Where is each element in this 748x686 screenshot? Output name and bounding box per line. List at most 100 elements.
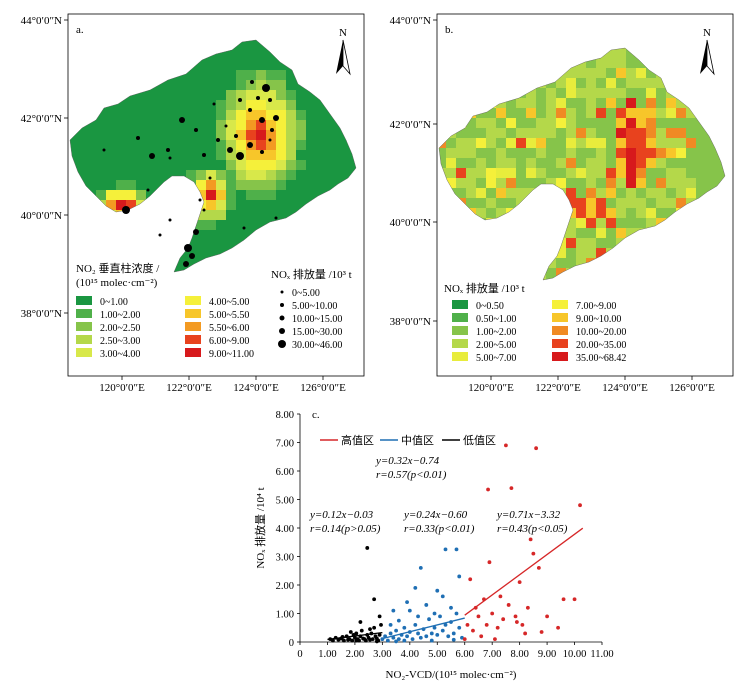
map-cell bbox=[206, 210, 217, 221]
y-axis-label: NOₓ 排放量 /10⁴ t bbox=[253, 487, 267, 568]
map-cell bbox=[276, 60, 287, 71]
map-cell bbox=[136, 190, 147, 201]
scatter-point bbox=[490, 611, 495, 616]
x-tick-label: 1.00 bbox=[318, 649, 336, 660]
map-cell bbox=[476, 178, 487, 189]
map-cell bbox=[76, 160, 87, 171]
map-cell bbox=[196, 140, 207, 151]
map-cell bbox=[196, 110, 207, 121]
map-cell bbox=[196, 240, 207, 251]
map-cell bbox=[566, 198, 577, 209]
map-cell bbox=[506, 138, 517, 149]
scatter-point bbox=[440, 594, 445, 599]
legend-swatch bbox=[552, 300, 568, 309]
map-cell bbox=[216, 170, 227, 181]
emission-legend-title: NOₓ 排放量 /10³ t bbox=[271, 267, 352, 281]
scatter-point bbox=[394, 639, 398, 644]
map-cell bbox=[586, 68, 597, 79]
emission-legend-dot bbox=[280, 290, 284, 294]
legend-swatch bbox=[185, 309, 201, 318]
emission-dot bbox=[202, 208, 206, 212]
map-cell bbox=[156, 150, 167, 161]
scatter-legend: 高值区 中值区 低值区 bbox=[320, 433, 496, 447]
map-cell bbox=[186, 110, 197, 121]
map-cell bbox=[206, 100, 217, 111]
map-cell bbox=[186, 170, 197, 181]
map-cell bbox=[256, 70, 267, 81]
scatter-point bbox=[396, 637, 401, 642]
map-cell bbox=[706, 138, 717, 149]
map-cell bbox=[646, 138, 657, 149]
map-cell bbox=[686, 188, 697, 199]
map-cell bbox=[206, 60, 217, 71]
map-cell bbox=[536, 108, 547, 119]
map-cell bbox=[576, 178, 587, 189]
scatter-point bbox=[435, 588, 440, 593]
map-cell bbox=[666, 178, 677, 189]
map-cell bbox=[116, 140, 127, 151]
map-cell bbox=[566, 98, 577, 109]
map-cell bbox=[146, 130, 157, 141]
map-cell bbox=[546, 108, 557, 119]
legend-label: 0.50~1.00 bbox=[476, 314, 516, 325]
emission-legend-label: 5.00~10.00 bbox=[292, 301, 337, 312]
map-cell bbox=[566, 178, 577, 189]
map-cell bbox=[536, 128, 547, 139]
map-cell bbox=[236, 70, 247, 81]
map-cell bbox=[216, 200, 227, 211]
scatter-point bbox=[528, 537, 533, 542]
map-cell bbox=[226, 230, 237, 241]
map-cell bbox=[646, 68, 657, 79]
map-cell bbox=[606, 68, 617, 79]
emission-dot bbox=[247, 142, 253, 148]
map-cell bbox=[206, 190, 217, 201]
map-cell bbox=[336, 170, 347, 181]
map-cell bbox=[326, 140, 337, 151]
map-cell bbox=[546, 98, 557, 109]
map-cell bbox=[196, 210, 207, 221]
scatter-point bbox=[454, 547, 459, 552]
map-cell bbox=[526, 178, 537, 189]
legend-label: 9.00~10.00 bbox=[576, 314, 621, 325]
map-cell bbox=[466, 188, 477, 199]
map-cell bbox=[466, 168, 477, 179]
panel-b-ytick: 42°0′0″N bbox=[390, 119, 431, 131]
scatter-point bbox=[487, 560, 492, 565]
map-cell bbox=[296, 170, 307, 181]
map-cell bbox=[596, 168, 607, 179]
map-cell bbox=[256, 140, 267, 151]
map-cell bbox=[246, 200, 257, 211]
map-cell bbox=[266, 50, 277, 61]
map-cell bbox=[626, 118, 637, 129]
map-cell bbox=[446, 168, 457, 179]
map-cell bbox=[86, 140, 97, 151]
legend-swatch bbox=[76, 296, 92, 305]
emission-dot bbox=[208, 176, 212, 180]
map-cell bbox=[456, 158, 467, 169]
map-cell bbox=[216, 90, 227, 101]
panel-b-label: b. bbox=[445, 24, 454, 36]
emission-dot bbox=[179, 117, 185, 123]
map-cell bbox=[116, 100, 127, 111]
map-cell bbox=[576, 198, 587, 209]
emission-dot bbox=[136, 136, 140, 140]
map-cell bbox=[516, 98, 527, 109]
map-cell bbox=[106, 170, 117, 181]
map-cell bbox=[616, 178, 627, 189]
map-cell bbox=[566, 158, 577, 169]
map-cell bbox=[516, 148, 527, 159]
map-cell bbox=[246, 60, 257, 71]
emission-dot bbox=[202, 153, 206, 157]
map-cell bbox=[606, 108, 617, 119]
scatter-point bbox=[331, 638, 335, 643]
emission-legend-dot bbox=[278, 340, 286, 348]
map-cell bbox=[439, 148, 447, 159]
emission-dot bbox=[168, 218, 172, 222]
map-cell bbox=[246, 160, 257, 171]
map-cell bbox=[486, 188, 497, 199]
scatter-point bbox=[391, 608, 396, 613]
map-cell bbox=[206, 180, 217, 191]
map-cell bbox=[146, 170, 157, 181]
scatter-point bbox=[517, 580, 522, 585]
